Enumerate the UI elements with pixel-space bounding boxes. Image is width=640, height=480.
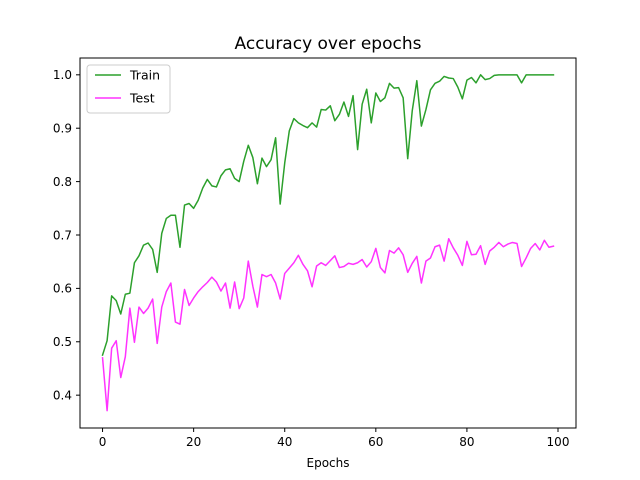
plot-frame (79, 57, 577, 429)
x-tick-label: 40 (277, 435, 292, 449)
y-tick-label: 0.9 (53, 122, 72, 136)
x-tick-label: 60 (368, 435, 383, 449)
series-layer (101, 74, 555, 412)
x-tick-label: 20 (186, 435, 201, 449)
y-tick-label: 0.8 (53, 175, 72, 189)
x-tick-label: 0 (99, 435, 107, 449)
x-axis-label: Epochs (307, 456, 350, 470)
x-tick-label: 80 (459, 435, 474, 449)
y-tick-label: 1.0 (53, 68, 72, 82)
x-axis-ticks: 0 20 40 60 80 100 (99, 428, 570, 449)
chart-title: Accuracy over epochs (235, 34, 422, 54)
legend-box (86, 64, 171, 114)
legend-test-label: Test (129, 91, 155, 106)
y-axis-ticks: 0.4 0.5 0.6 0.7 0.8 0.9 1.0 (53, 68, 80, 402)
series-line-test (101, 237, 555, 412)
x-tick-label: 100 (547, 435, 570, 449)
y-tick-label: 0.4 (53, 388, 72, 402)
y-tick-label: 0.5 (53, 335, 72, 349)
y-tick-label: 0.7 (53, 228, 72, 242)
y-tick-label: 0.6 (53, 282, 72, 296)
legend-train-label: Train (129, 68, 160, 83)
series-line-train (101, 74, 555, 357)
legend: Train Test (86, 64, 171, 114)
